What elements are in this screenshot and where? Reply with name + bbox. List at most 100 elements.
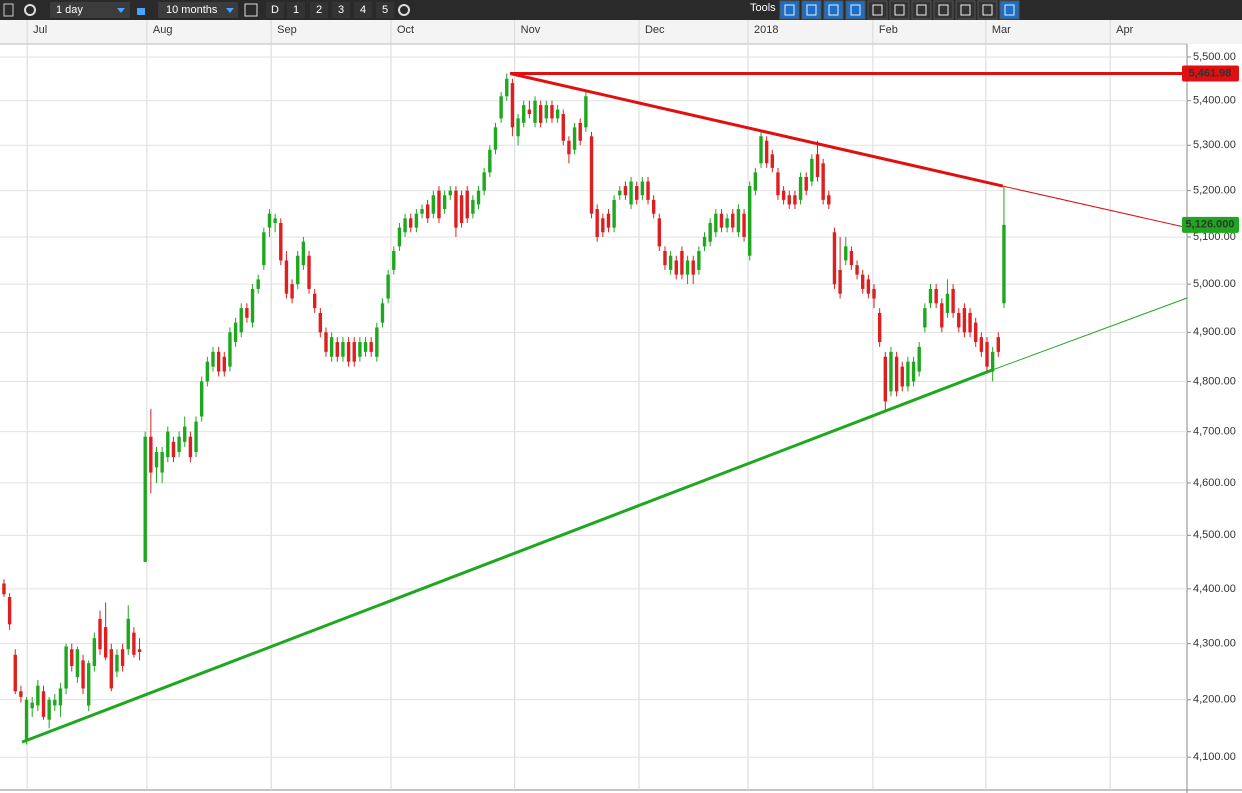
candle-body — [516, 118, 520, 137]
candle-body — [290, 284, 294, 299]
candle-body — [87, 663, 91, 706]
candle-body — [595, 209, 599, 237]
candle-body — [855, 265, 859, 275]
tool-button[interactable] — [977, 0, 998, 20]
tool-button[interactable] — [845, 0, 866, 20]
candle-body — [403, 218, 407, 233]
x-tick-label: Oct — [397, 24, 414, 36]
candle-body — [1002, 224, 1006, 304]
trend-line — [991, 297, 1188, 371]
candle-body — [550, 105, 554, 119]
candle-body — [216, 351, 221, 372]
candle-body — [815, 154, 820, 177]
candle-body — [555, 109, 560, 119]
settings-icon[interactable] — [24, 4, 36, 16]
period-button-label: 4 — [360, 4, 366, 16]
tool-button[interactable] — [911, 0, 932, 20]
candle-body — [341, 342, 345, 357]
candle-body — [889, 351, 893, 392]
candle-body — [872, 288, 876, 299]
menu-icon[interactable] — [3, 3, 14, 17]
candle-body — [810, 158, 814, 182]
x-tick-label: Jul — [33, 24, 47, 36]
tool-button[interactable] — [999, 0, 1020, 20]
trend-line — [1002, 185, 1188, 229]
candle-body — [103, 627, 108, 658]
candle-body — [764, 140, 769, 164]
settings-icon[interactable] — [398, 4, 410, 16]
candle-body — [459, 195, 464, 223]
tool-button[interactable] — [867, 0, 888, 20]
tool-button[interactable] — [889, 0, 910, 20]
tool-button[interactable] — [955, 0, 976, 20]
tool-button[interactable] — [801, 0, 822, 20]
candle-body — [612, 199, 616, 228]
candle-body — [194, 421, 198, 453]
period-button-label: 3 — [338, 4, 344, 16]
candle-body — [183, 426, 187, 442]
calendar-icon[interactable] — [244, 3, 258, 17]
price-marker-label: 5,461.98 — [1189, 67, 1232, 79]
interval-label: 1 day — [56, 4, 83, 16]
candle-body — [465, 190, 469, 219]
period-button[interactable] — [354, 2, 372, 18]
period-button[interactable] — [287, 2, 305, 18]
toolbar: 1 day 10 months D 1 2 3 4 5 Tools — [0, 0, 1242, 20]
price-marker-label: 5,126.000 — [1186, 219, 1235, 231]
period-button[interactable] — [310, 2, 328, 18]
period-button[interactable] — [266, 2, 284, 18]
candle-body — [160, 452, 164, 473]
y-tick-label: 4,600.00 — [1193, 477, 1236, 489]
candle-body — [996, 337, 1001, 352]
trend-line — [509, 72, 1004, 188]
candle-body — [663, 251, 667, 266]
tool-button[interactable] — [779, 0, 800, 20]
candle-body — [335, 342, 339, 357]
tool-button[interactable] — [933, 0, 954, 20]
candle-body — [544, 105, 549, 119]
candle-body — [149, 436, 153, 473]
candle-body — [166, 431, 170, 458]
tool-button[interactable] — [823, 0, 844, 20]
range-dropdown[interactable] — [158, 2, 238, 18]
candle-body — [120, 649, 125, 666]
candle-body — [951, 288, 955, 313]
candle-body — [668, 255, 673, 270]
lock-icon[interactable] — [137, 8, 145, 15]
period-button[interactable] — [332, 2, 350, 18]
tool-glyph — [894, 4, 905, 16]
candle-body — [742, 213, 746, 237]
candle-body — [41, 691, 46, 717]
candle-body — [651, 199, 656, 214]
dropdown-arrow — [117, 8, 125, 13]
candle-body — [375, 327, 379, 357]
candle-body — [505, 78, 509, 97]
period-button-label: 1 — [293, 4, 299, 16]
candle-body — [346, 342, 351, 362]
candle-body — [527, 109, 532, 114]
candle-body — [13, 654, 17, 692]
candle-body — [940, 303, 944, 328]
candle-body — [307, 255, 311, 289]
candle-body — [832, 232, 837, 285]
period-button[interactable] — [376, 2, 394, 18]
price-marker — [1182, 65, 1239, 82]
candle-body — [267, 213, 272, 228]
y-tick-label: 4,700.00 — [1193, 426, 1236, 438]
tool-glyph — [938, 4, 949, 16]
candle-body — [70, 649, 74, 666]
candle-body — [448, 190, 452, 196]
candle-body — [53, 699, 57, 706]
candle-body — [702, 236, 707, 247]
interval-dropdown[interactable] — [50, 2, 130, 18]
range-label: 10 months — [166, 4, 218, 16]
trend-line — [21, 368, 993, 744]
candle-body — [691, 260, 695, 275]
period-buttons: D 1 2 3 4 5 — [266, 2, 394, 18]
candle-body — [2, 583, 6, 595]
candle-body — [81, 660, 85, 689]
candle-body — [488, 149, 492, 173]
candle-body — [979, 337, 984, 352]
candle-body — [279, 222, 283, 261]
